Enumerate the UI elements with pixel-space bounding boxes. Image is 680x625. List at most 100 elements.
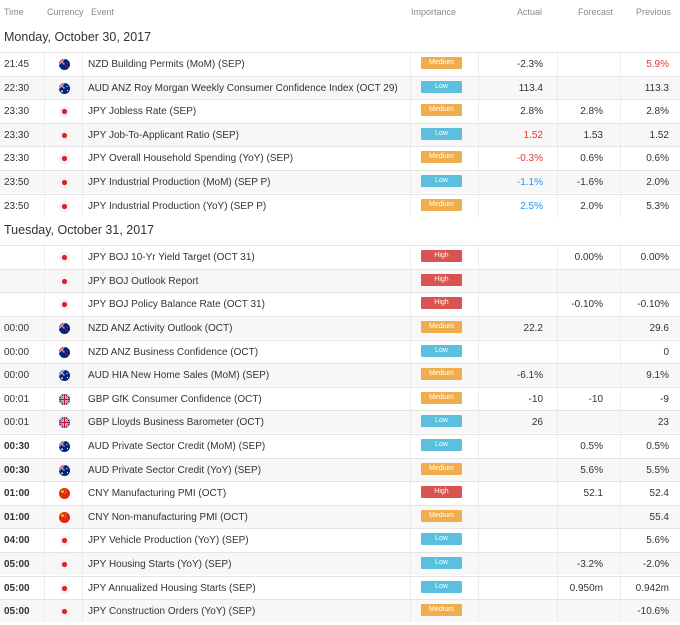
importance-badge: Low [421,439,462,451]
column-divider [620,435,621,457]
forecast-value: 2.0% [580,200,603,212]
table-row[interactable]: 23:30 JPY Job-To-Applicant Ratio (SEP) Low… [0,122,680,146]
table-row[interactable]: 23:30 JPY Jobless Rate (SEP) Medium 2.8% 2.8… [0,99,680,123]
header-currency: Currency [47,7,84,17]
table-row[interactable]: 00:01 GBP Lloyds Business Barometer (OCT)… [0,410,680,434]
event-time: 05:00 [4,606,30,618]
table-row[interactable]: 00:00 AUD HIA New Home Sales (MoM) (SEP) M… [0,363,680,387]
column-divider [82,600,83,623]
event-time: 23:30 [4,106,30,118]
event-time: 21:45 [4,59,30,70]
event-name: JPY BOJ 10-Yr Yield Target (OCT 31) [88,252,255,264]
column-divider [82,505,83,528]
column-divider [410,553,411,575]
table-row[interactable]: 00:30 AUD Private Sector Credit (MoM) (SE… [0,434,680,457]
column-divider [410,123,411,146]
day-label: Tuesday, October 31, 2017 [4,223,155,238]
table-row[interactable]: 04:00 JPY Vehicle Production (YoY) (SEP) L… [0,528,680,552]
au-flag-icon [59,441,70,452]
previous-value: 5.3% [646,200,669,212]
column-divider [82,194,83,217]
table-row[interactable]: 00:00 NZD ANZ Business Confidence (OCT) Lo… [0,339,680,363]
table-row[interactable]: 00:30 AUD Private Sector Credit (YoY) (SE… [0,457,680,481]
column-divider [478,246,479,269]
column-divider [557,387,558,410]
header-event: Event [91,7,115,17]
table-row[interactable]: JPY BOJ Policy Balance Rate (OCT 31) High… [0,292,680,316]
previous-value: -9 [660,393,669,405]
table-row[interactable]: 21:45 NZD Building Permits (MoM) (SEP) Med… [0,52,680,75]
column-divider [557,100,558,123]
column-divider [557,293,558,316]
table-row[interactable]: 23:50 JPY Industrial Production (YoY) (SE… [0,193,680,217]
importance-badge: Low [421,344,462,357]
event-time: 00:00 [4,370,30,382]
table-row[interactable]: 01:00 CNY Manufacturing PMI (OCT) High 52.1… [0,481,680,505]
column-divider [620,340,621,363]
column-divider [44,317,45,339]
table-row[interactable]: 05:00 JPY Annualized Housing Starts (SEP)… [0,575,680,599]
header-time: Time [4,7,24,17]
column-divider [478,435,479,457]
column-divider [478,269,479,292]
nz-flag-icon [59,346,70,358]
table-row[interactable]: JPY BOJ Outlook Report High [0,268,680,292]
column-divider [620,553,621,575]
event-name: JPY Industrial Production (YoY) (SEP P) [88,200,267,212]
previous-value: 2.0% [646,177,669,188]
table-row[interactable]: 00:01 GBP GfK Consumer Confidence (OCT) Me… [0,386,680,410]
event-time: 00:01 [4,393,30,405]
table-row[interactable]: 22:30 AUD ANZ Roy Morgan Weekly Consumer … [0,75,680,99]
actual-value: 2.5% [520,200,543,212]
column-divider [557,340,558,363]
column-divider [620,482,621,505]
event-name: JPY BOJ Policy Balance Rate (OCT 31) [88,299,265,311]
forecast-value: 0.6% [580,153,603,165]
importance-badge: Medium [421,604,462,617]
table-row[interactable]: 01:00 CNY Non-manufacturing PMI (OCT) Medi… [0,504,680,528]
table-row[interactable]: 23:50 JPY Industrial Production (MoM) (SE… [0,170,680,193]
event-name: CNY Manufacturing PMI (OCT) [88,488,227,500]
column-divider [620,576,621,599]
column-divider [620,123,621,146]
column-divider [478,553,479,575]
column-divider [557,600,558,623]
column-divider [557,269,558,292]
column-divider [82,435,83,457]
column-divider [410,269,411,292]
importance-badge: Medium [421,509,462,522]
event-name: GBP Lloyds Business Barometer (OCT) [88,417,264,429]
column-divider [620,505,621,528]
day-header: Monday, October 30, 2017 [0,24,680,48]
forecast-value: -10 [588,393,603,405]
table-row[interactable]: 00:00 NZD ANZ Activity Outlook (OCT) Mediu… [0,316,680,339]
column-divider [44,53,45,75]
event-time: 00:00 [4,323,30,334]
previous-value: 5.6% [646,535,669,547]
importance-badge: Low [421,127,462,140]
previous-value: -2.0% [642,559,669,570]
previous-value: -0.10% [637,299,669,311]
previous-value: 55.4 [649,511,669,523]
column-divider [478,53,479,75]
column-divider [44,600,45,623]
nz-flag-icon [59,59,70,70]
table-row[interactable]: 23:30 JPY Overall Household Spending (YoY… [0,146,680,170]
table-row[interactable]: 05:00 JPY Housing Starts (YoY) (SEP) Low -3… [0,552,680,575]
event-name: AUD Private Sector Credit (YoY) (SEP) [88,464,262,476]
event-time: 00:01 [4,417,30,429]
day-label: Monday, October 30, 2017 [4,30,152,44]
column-divider [620,147,621,170]
table-row[interactable]: 05:00 JPY Construction Orders (YoY) (SEP)… [0,599,680,623]
column-divider [410,505,411,528]
table-row[interactable]: JPY BOJ 10-Yr Yield Target (OCT 31) High 0… [0,245,680,269]
column-divider [620,269,621,292]
importance-badge: High [421,486,462,499]
previous-value: 23 [657,417,669,429]
event-time: 05:00 [4,582,30,594]
column-divider [82,364,83,387]
event-name: JPY Jobless Rate (SEP) [88,106,197,118]
column-divider [620,317,621,339]
nz-flag-icon [59,323,70,334]
event-name: AUD HIA New Home Sales (MoM) (SEP) [88,370,270,382]
